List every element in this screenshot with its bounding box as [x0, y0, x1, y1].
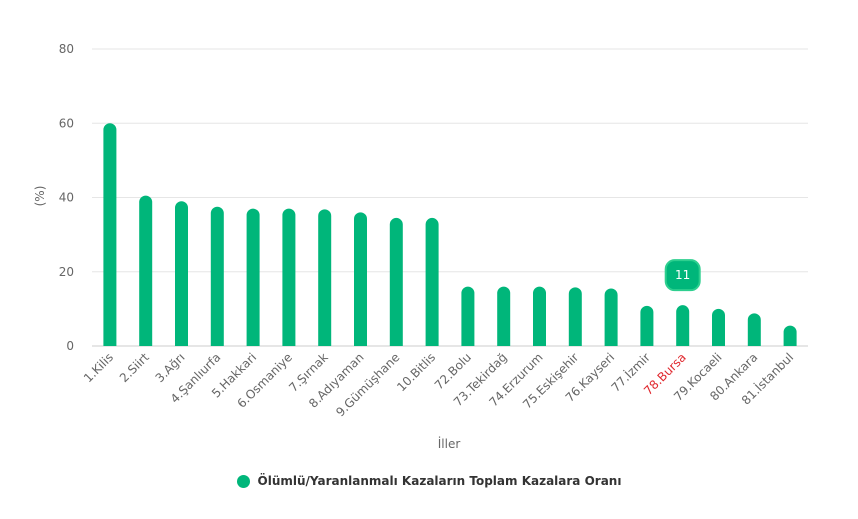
bar[interactable] — [246, 208, 260, 346]
bar[interactable] — [783, 325, 797, 346]
bar[interactable] — [175, 201, 188, 346]
bar[interactable] — [139, 195, 153, 346]
legend-label: Ölümlü/Yaranlanmalı Kazaların Toplam Kaz… — [257, 474, 622, 488]
grid-lines — [92, 48, 808, 347]
legend-marker-icon — [236, 474, 250, 488]
y-axis-title: (%) — [33, 186, 47, 207]
bar[interactable] — [282, 208, 296, 346]
bar[interactable] — [747, 313, 761, 346]
bar[interactable] — [640, 305, 654, 346]
y-tick-label: 20 — [59, 265, 74, 279]
bar[interactable] — [604, 288, 618, 346]
legend[interactable]: Ölümlü/Yaranlanmalı Kazaların Toplam Kaz… — [0, 474, 858, 488]
bar[interactable] — [676, 305, 690, 346]
bar[interactable] — [103, 123, 117, 346]
x-axis-labels: 1.Kilis 2.Siirt 3.Ağrı4.Şanlıurfa5.Hakkari… — [81, 349, 796, 419]
y-tick-label: 0 — [66, 339, 74, 353]
y-tick-label: 60 — [59, 116, 74, 130]
tooltip-value: 11 — [675, 268, 690, 282]
bar[interactable] — [210, 206, 224, 346]
y-tick-label: 80 — [59, 42, 74, 56]
tooltip-box — [664, 259, 701, 292]
x-tick-label: 1.Kilis — [81, 350, 116, 385]
x-tick-label: 9.Gümüşhane — [333, 350, 402, 419]
bar[interactable] — [354, 212, 367, 346]
x-axis-title: İller — [438, 436, 461, 451]
x-tick-label: 2.Siirt — [117, 350, 152, 385]
bar[interactable] — [533, 286, 546, 346]
bar[interactable] — [461, 286, 475, 346]
bars — [103, 123, 797, 346]
bar[interactable] — [568, 287, 582, 346]
bar[interactable] — [389, 217, 403, 346]
x-tick-label: 10.Bitlis — [394, 350, 438, 394]
y-axis-ticks: 0 20 40 60 80 — [59, 42, 74, 353]
bar[interactable] — [318, 209, 332, 346]
bar[interactable] — [425, 217, 439, 346]
bar[interactable] — [497, 286, 511, 346]
y-tick-label: 40 — [59, 191, 74, 205]
bar[interactable] — [712, 308, 725, 346]
tooltip: 11 — [664, 259, 701, 292]
